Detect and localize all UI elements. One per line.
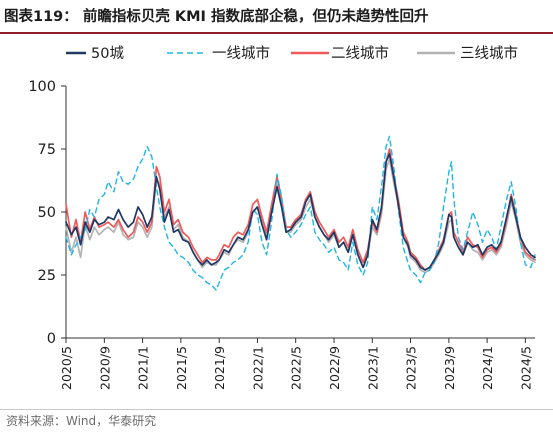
x-tick-label: 2021/9 (212, 346, 227, 390)
x-tick-label: 2021/1 (136, 346, 151, 390)
legend-label-3: 三线城市 (460, 45, 518, 62)
y-tick-label: 75 (38, 142, 56, 158)
series-line-1 (65, 135, 536, 291)
x-tick-label: 2024/1 (480, 346, 495, 390)
kmi-line-chart: 50城 一线城市 二线城市 三线城市 0 25 50 75 100 2020/5 2020/9 20… (28, 45, 536, 390)
x-tick-label: 2022/5 (289, 346, 304, 390)
y-tick-label: 0 (47, 331, 56, 347)
source-rule (0, 409, 553, 410)
y-tick-label: 25 (38, 268, 56, 284)
x-tick-label: 2024/5 (518, 346, 533, 390)
x-tick-label: 2023/5 (404, 346, 419, 390)
y-tick-label: 100 (28, 79, 56, 95)
x-tick-label: 2023/1 (365, 346, 380, 390)
y-tick-label: 50 (38, 205, 56, 221)
x-tick-label: 2020/9 (97, 346, 112, 390)
title-rule (0, 32, 553, 34)
x-tick-label: 2022/1 (250, 346, 265, 390)
source-note: 资料来源：Wind，华泰研究 (6, 414, 157, 428)
series-layer (65, 135, 536, 291)
series-line-0 (65, 153, 536, 271)
x-tick-label: 2021/5 (174, 346, 189, 390)
legend-label-0: 50城 (91, 45, 124, 62)
x-tick-label: 2020/5 (59, 346, 74, 390)
legend-label-2: 二线城市 (331, 45, 389, 62)
chart-axes: 0 25 50 75 100 2020/5 2020/9 2021/1 2021/5 2021/9… (28, 79, 535, 390)
legend-label-1: 一线城市 (212, 45, 270, 62)
chart-title: 图表119： 前瞻指标贝壳 KMI 指数底部企稳，但仍未趋势性回升 (4, 9, 429, 25)
x-tick-label: 2022/9 (327, 346, 342, 390)
x-tick-label: 2023/9 (442, 346, 457, 390)
legend: 50城 一线城市 二线城市 三线城市 (66, 45, 518, 62)
